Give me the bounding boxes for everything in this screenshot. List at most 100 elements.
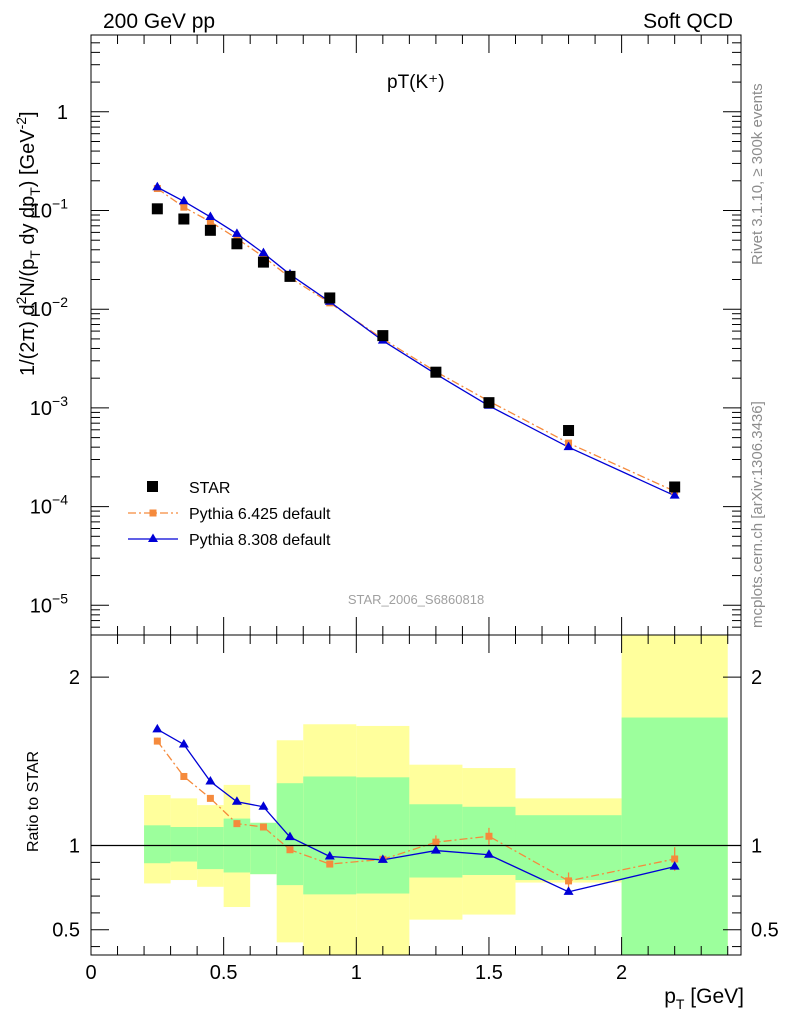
star-point-upper <box>563 425 575 437</box>
lower-y-tick-label-left: 0.5 <box>52 920 80 942</box>
x-tick-label: 1.5 <box>475 962 503 984</box>
legend-py6-marker <box>149 509 157 517</box>
py6-line-lower <box>156 740 675 882</box>
lower-y-tick-label-right: 0.5 <box>751 920 779 942</box>
stat-uncertainty-band <box>515 815 622 881</box>
py6-point-lower <box>565 877 573 885</box>
upper-panel: 10−5 10−4 10−3 10−2 10−1 1 pT(K⁺) STAR_2006_S… <box>13 34 742 636</box>
upper-y-tick-label: 1 <box>57 102 68 124</box>
upper-plot-area <box>151 181 681 499</box>
legend: STAR Pythia 6.425 default Pythia 8.308 d… <box>128 480 331 549</box>
py8-point-lower <box>284 831 295 841</box>
x-tick-label: 0.5 <box>210 962 238 984</box>
py8-point-lower <box>377 854 388 863</box>
upper-title: pT(K⁺) <box>387 72 445 93</box>
star-point-upper <box>669 481 681 493</box>
py8-point-lower <box>324 850 335 860</box>
upper-y-axis-label: 1/(2π) d2N/(pT dy dpT) [GeV-2] <box>13 111 43 376</box>
upper-y-tick-label: 10−3 <box>30 393 68 420</box>
py8-point-upper <box>563 441 574 451</box>
py6-line-upper <box>156 187 675 492</box>
legend-star-marker <box>147 481 158 492</box>
py6-point-lower <box>326 860 334 868</box>
upper-y-tick-label: 10−4 <box>30 492 68 519</box>
py8-point-upper <box>669 490 680 499</box>
py6-point-lower <box>259 823 267 831</box>
star-point-upper <box>204 224 216 236</box>
py8-point-lower <box>483 849 494 858</box>
legend-star-label: STAR <box>189 480 230 497</box>
star-point-upper <box>324 292 336 304</box>
py8-point-lower <box>563 886 574 895</box>
x-tick-label: 1 <box>351 962 362 984</box>
py8-line-upper <box>157 186 675 497</box>
py6-point-lower <box>485 832 493 840</box>
py6-point-lower <box>432 838 440 846</box>
py8-point-upper <box>205 211 216 220</box>
star-point-upper <box>257 256 269 268</box>
upper-y-tick-label: 10−2 <box>30 294 68 321</box>
py6-point-lower <box>180 772 188 780</box>
py6-point-lower <box>153 737 161 745</box>
stat-uncertainty-band <box>250 822 277 875</box>
star-point-upper <box>377 330 389 342</box>
star-point-upper <box>231 238 243 250</box>
stat-uncertainty-band <box>303 776 357 895</box>
legend-py8-marker <box>148 533 158 542</box>
stat-uncertainty-band <box>356 777 410 894</box>
legend-py6-label: Pythia 6.425 default <box>189 506 331 523</box>
py6-point-lower <box>206 794 214 802</box>
upper-y-tick-labels: 10−5 10−4 10−3 10−2 10−1 1 <box>30 102 68 617</box>
py6-point-lower <box>286 846 294 854</box>
star-point-upper <box>151 203 163 215</box>
x-tick-label: 0 <box>85 962 96 984</box>
star-point-upper <box>284 270 296 282</box>
lower-y-tick-label-right: 2 <box>751 667 762 689</box>
py6-point-upper <box>180 203 188 211</box>
watermark-label: STAR_2006_S6860818 <box>348 592 484 607</box>
header-right-label: Soft QCD <box>643 10 733 33</box>
lower-y-tick-label-right: 1 <box>751 836 762 858</box>
py6-point-lower <box>671 855 679 863</box>
lower-tick-labels: 0.5 0.51 12 20 0.5 1 1.5 2 <box>52 667 779 984</box>
lower-panel: 0.5 0.51 12 20 0.5 1 1.5 2 Ratio to STAR pT [Ge… <box>25 634 779 1012</box>
lower-y-tick-label-left: 2 <box>69 667 80 689</box>
py8-point-lower <box>669 861 680 870</box>
header-left-label: 200 GeV pp <box>103 10 215 33</box>
py8-point-upper <box>231 228 242 237</box>
lower-y-axis-label: Ratio to STAR <box>25 751 42 852</box>
upper-y-tick-label: 10−5 <box>30 590 68 617</box>
star-point-upper <box>430 366 442 378</box>
stat-uncertainty-band <box>621 717 728 955</box>
legend-py8-label: Pythia 8.308 default <box>189 532 331 549</box>
upper-y-tick-label: 10−1 <box>30 195 68 222</box>
py8-point-upper <box>178 195 189 205</box>
py8-point-lower <box>231 796 242 805</box>
stat-uncertainty-band <box>170 827 198 862</box>
uncertainty-bands <box>144 635 728 955</box>
py6-point-upper <box>206 218 214 226</box>
stat-uncertainty-band <box>197 827 224 870</box>
lower-panel-frame <box>90 634 742 956</box>
py8-line-lower <box>157 728 675 893</box>
py8-point-lower <box>178 738 189 748</box>
py8-point-lower <box>205 776 216 785</box>
upper-axis-ticks <box>90 34 741 635</box>
lower-y-tick-label-left: 1 <box>69 836 80 858</box>
rivet-version-label: Rivet 3.1.10, ≥ 300k events <box>749 83 766 265</box>
mcplots-label: mcplots.cern.ch [arXiv:1306.3436] <box>749 401 766 628</box>
py8-point-lower <box>152 723 163 733</box>
x-tick-label: 2 <box>616 962 627 984</box>
lower-axis-ticks <box>90 635 741 955</box>
py6-point-lower <box>233 820 241 828</box>
py8-point-upper <box>258 247 269 257</box>
x-axis-label: pT [GeV] <box>664 985 744 1012</box>
star-point-upper <box>483 397 495 409</box>
star-point-upper <box>178 213 190 225</box>
lower-plot-area <box>152 723 680 895</box>
py8-point-upper <box>152 181 163 191</box>
py8-point-lower <box>430 845 441 854</box>
stat-uncertainty-band <box>144 825 171 864</box>
